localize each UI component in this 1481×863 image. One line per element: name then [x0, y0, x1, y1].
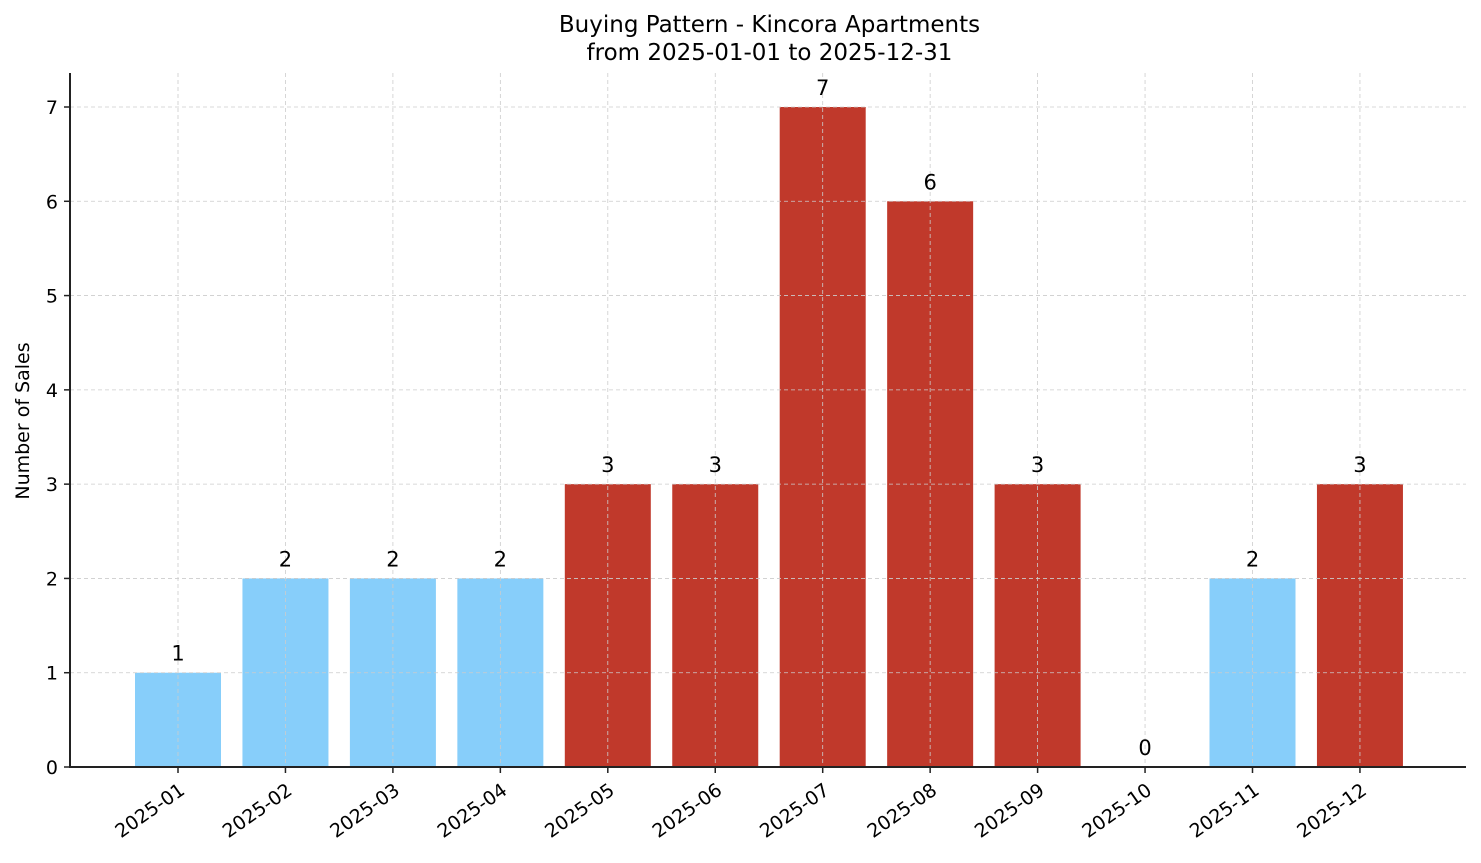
value-label: 2: [386, 547, 399, 571]
y-tick-label: 6: [46, 191, 58, 213]
x-tick-label: 2025-12: [1293, 779, 1371, 843]
bar-2025-02: [242, 578, 329, 767]
y-tick-label: 4: [46, 380, 58, 402]
y-tick-label: 7: [46, 97, 58, 119]
value-label: 6: [923, 170, 936, 194]
value-label: 7: [816, 76, 829, 100]
y-tick-label: 5: [46, 286, 58, 308]
bar-2025-08: [887, 201, 974, 768]
value-label: 0: [1138, 736, 1151, 760]
y-tick-label: 0: [46, 757, 58, 779]
chart-title-line1: Buying Pattern - Kincora Apartments: [558, 12, 981, 38]
value-label: 3: [1031, 453, 1044, 477]
y-tick-label: 3: [46, 474, 58, 496]
x-tick-label: 2025-01: [111, 779, 189, 843]
x-tick-label: 2025-08: [863, 779, 941, 843]
value-labels: 1 2 2 2 3 3 7 6 3 0 2 3: [171, 76, 1366, 760]
x-tick-label: 2025-07: [756, 779, 834, 843]
x-tick-label: 2025-05: [541, 779, 619, 843]
y-tick-label: 1: [46, 663, 58, 685]
value-label: 2: [279, 547, 292, 571]
x-tick-label: 2025-02: [219, 779, 297, 843]
value-label: 3: [709, 453, 722, 477]
x-tick-label: 2025-09: [971, 779, 1049, 843]
chart-title-line2: from 2025-01-01 to 2025-12-31: [586, 40, 953, 66]
value-label: 2: [1246, 547, 1259, 571]
x-tick-label: 2025-04: [434, 779, 512, 843]
value-label: 3: [1353, 453, 1366, 477]
y-tick-label: 2: [46, 568, 58, 590]
value-label: 2: [494, 547, 507, 571]
bars-group: [135, 107, 1403, 768]
gridlines: [70, 73, 1466, 767]
x-tick-label: 2025-06: [648, 779, 726, 843]
value-label: 3: [601, 453, 614, 477]
x-tick-label: 2025-03: [326, 779, 404, 843]
x-tick-label: 2025-11: [1186, 779, 1264, 843]
x-tick-label: 2025-10: [1078, 779, 1156, 843]
value-label: 1: [171, 642, 184, 666]
chart-title: Buying Pattern - Kincora Apartments from…: [0, 11, 1481, 67]
